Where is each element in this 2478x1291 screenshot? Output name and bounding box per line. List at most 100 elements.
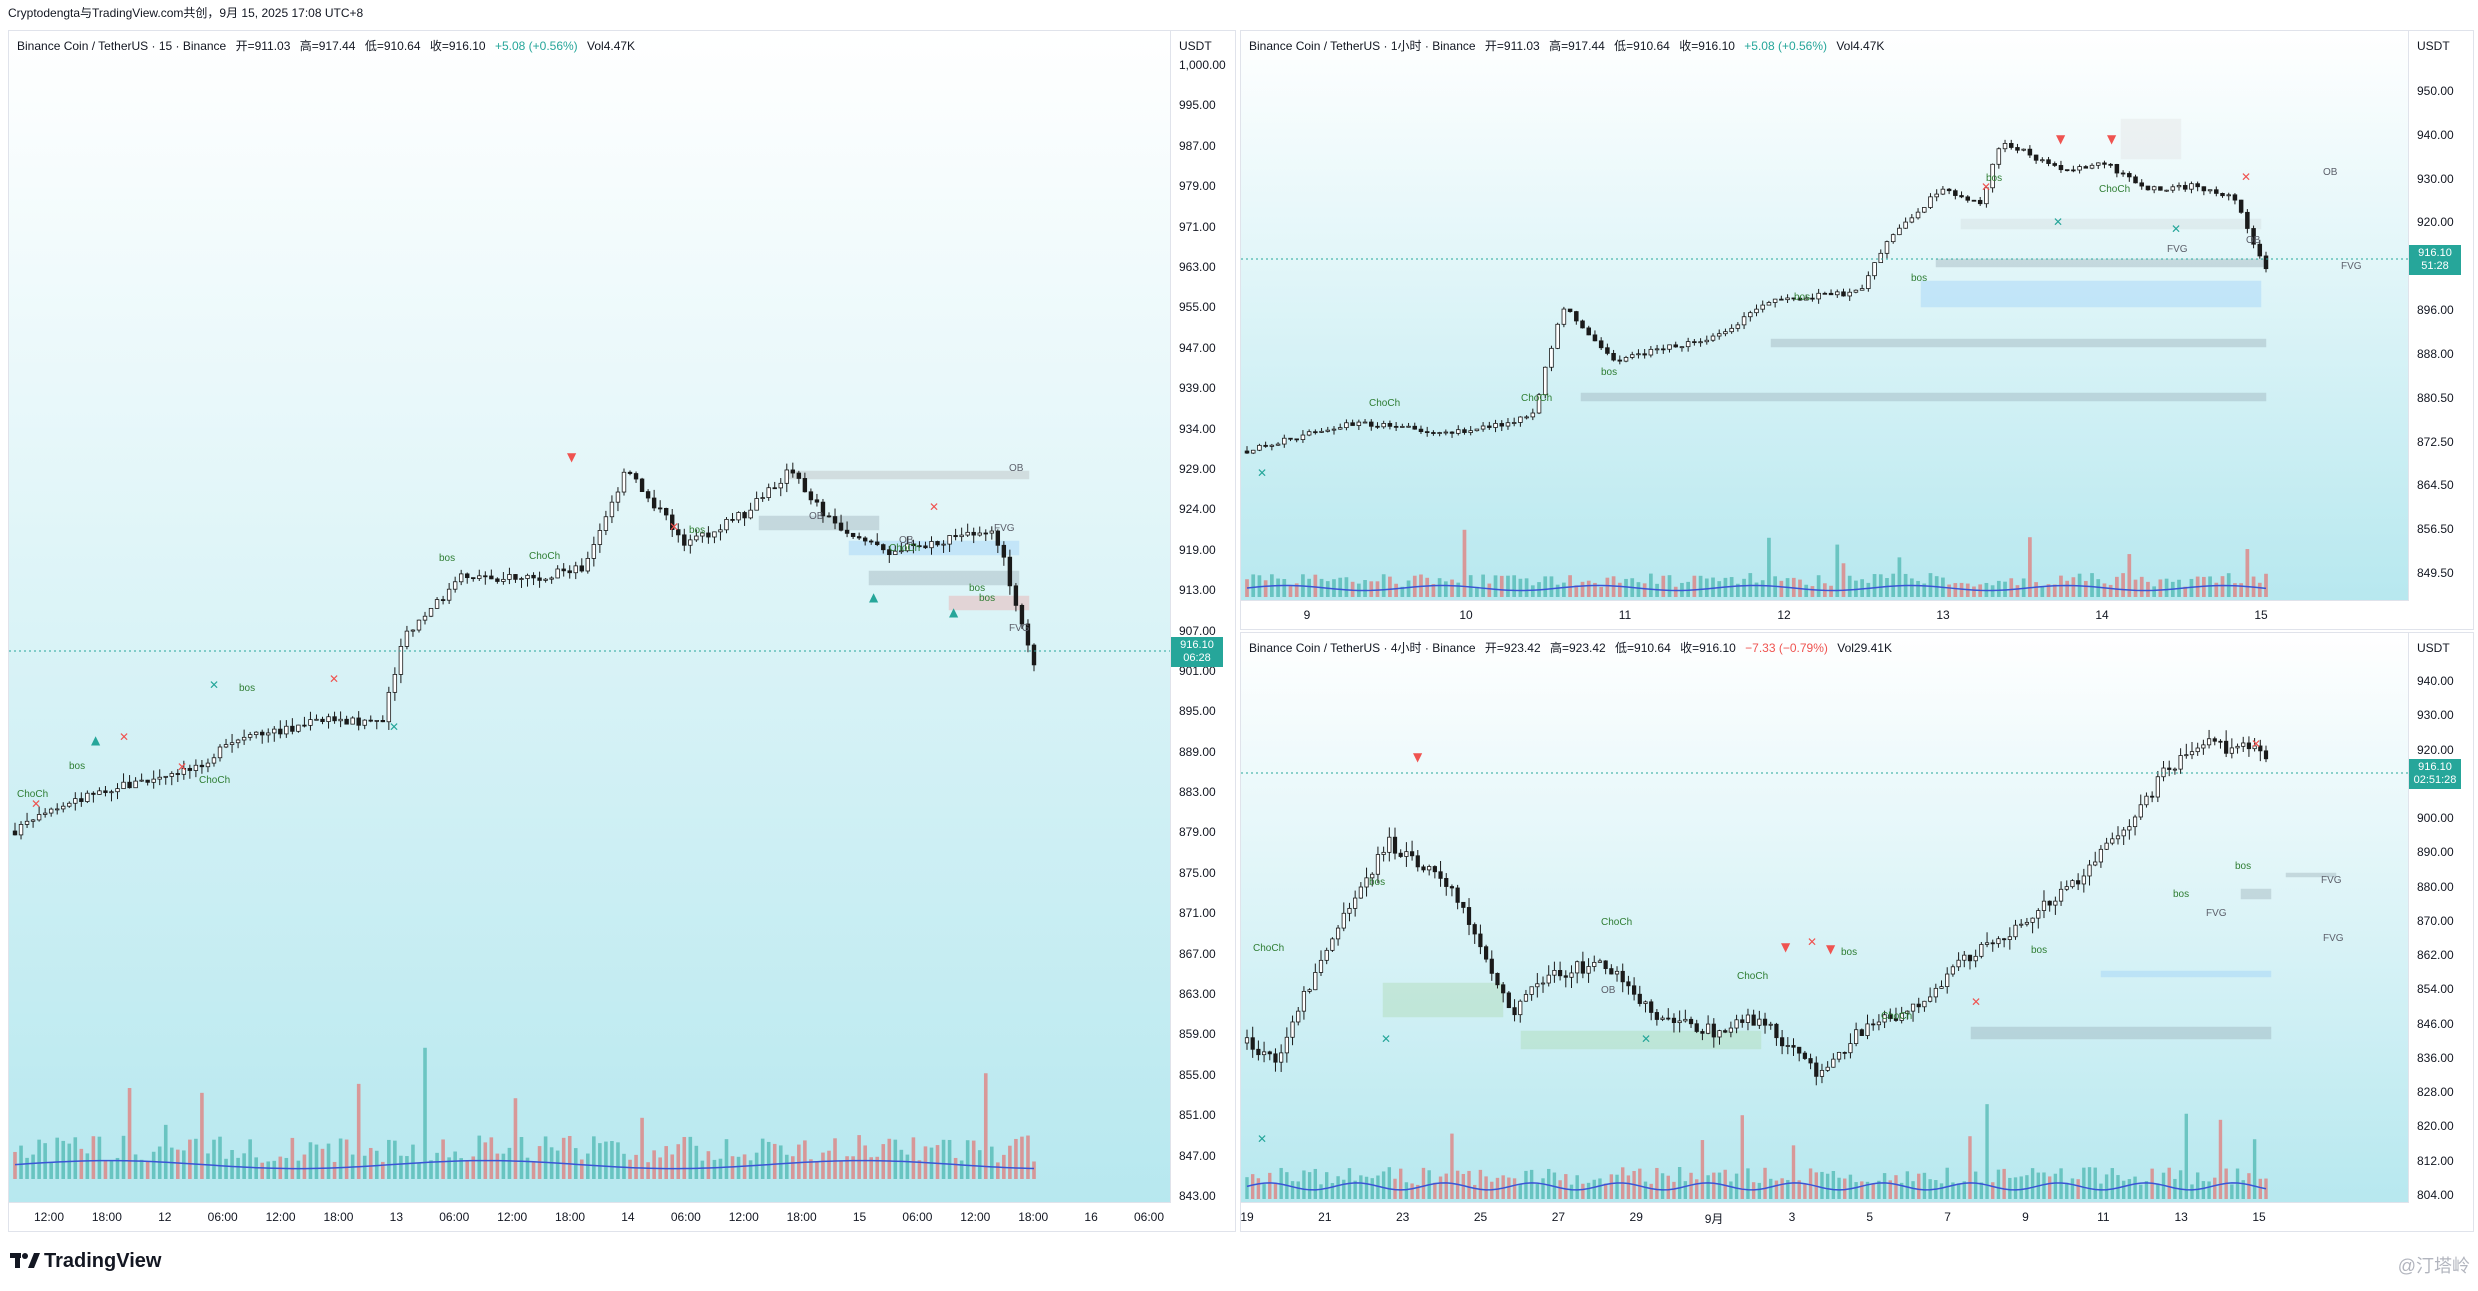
volume-bar <box>857 1135 861 1179</box>
candle-body <box>947 535 952 545</box>
volume-bar <box>1973 1171 1978 1199</box>
candle-body <box>700 532 705 537</box>
candle-body <box>1977 199 1983 205</box>
volume-bar <box>1438 1176 1443 1199</box>
candle-body <box>374 720 379 722</box>
legend-symbol[interactable]: Binance Coin / TetherUS · 1小时 · Binance <box>1249 39 1476 53</box>
legend-symbol[interactable]: Binance Coin / TetherUS · 15 · Binance <box>17 39 227 53</box>
candle-body <box>1990 942 1995 945</box>
volume-bar <box>1996 580 2001 597</box>
time-axis-1h[interactable]: 9 10 11 12 13 14 15 <box>1241 600 2409 629</box>
x-tick-label: 14 <box>621 1210 635 1224</box>
volume-bar <box>1763 1167 1767 1199</box>
candle-body <box>1558 970 1563 977</box>
volume-bar <box>1916 580 1920 597</box>
volume-bar <box>917 1160 922 1179</box>
volume-bar <box>266 1161 271 1179</box>
structure-label: FVG <box>994 523 1015 534</box>
volume-bar <box>2139 576 2144 597</box>
cross-signal-icon: ✕ <box>1381 1032 1391 1046</box>
candle-body <box>1319 430 1324 433</box>
candle-body <box>1797 1046 1802 1054</box>
candle-body <box>2246 742 2252 750</box>
x-tick-label: 12:00 <box>265 1210 296 1224</box>
candle-body <box>983 532 988 535</box>
volume-bar <box>1598 1178 1602 1199</box>
volume-bar <box>139 1159 144 1179</box>
price-axis-1h[interactable]: USDT 950.00940.00930.00920.00904.00896.0… <box>2408 31 2473 629</box>
volume-bar <box>1394 583 1398 597</box>
time-axis-4h[interactable]: 19 21 23 25 27 29 9月 3 5 7 9 11 13 15 <box>1241 1202 2409 1231</box>
candle-body <box>1654 1012 1659 1020</box>
y-tick-label: 875.00 <box>1179 865 1216 880</box>
candle-body <box>422 615 428 621</box>
price-axis-4h[interactable]: USDT 940.00930.00920.00910.00900.00890.0… <box>2408 633 2473 1231</box>
price-chart-4h[interactable]: ChoCh bos bos ChoCh ChoCh ChoCh bos bos bos FVG OB… <box>1241 633 2409 1203</box>
structure-label: bos <box>69 761 85 772</box>
volume-bar <box>1609 1174 1614 1199</box>
volume-bar <box>634 1154 638 1179</box>
volume-bar <box>1512 575 1517 597</box>
volume-bar <box>1624 578 1628 597</box>
chart-panel-1h[interactable]: Binance Coin / TetherUS · 1小时 · Binance … <box>1240 30 2474 630</box>
legend-symbol[interactable]: Binance Coin / TetherUS · 4小时 · Binance <box>1249 641 1476 655</box>
candle-body <box>326 716 331 722</box>
volume-bar <box>610 1141 614 1179</box>
candle-body <box>1535 983 1540 988</box>
candle-body <box>1393 425 1399 428</box>
time-axis-15m[interactable]: 12:00 18:00 12 06:00 12:00 18:00 13 06:00 12:00 1… <box>9 1202 1171 1231</box>
candle-body <box>549 577 554 580</box>
candle-body <box>1387 836 1392 853</box>
volume-bar <box>2208 576 2212 597</box>
structure-label: bos <box>1369 877 1385 888</box>
volume-bar <box>977 1150 982 1179</box>
candle-body <box>1449 886 1455 889</box>
price-chart-1h[interactable]: ChoCh ChoCh bos bos bos bos ChoCh FVG OB OB FVG ✕ ✕ ✕… <box>1241 31 2409 601</box>
structure-label: OB <box>2323 167 2338 178</box>
volume-bar <box>1507 1177 1511 1199</box>
volume-bar <box>2183 586 2188 597</box>
volume-bar <box>875 1156 880 1179</box>
candle-body <box>1897 227 1902 236</box>
candle-body <box>314 718 319 721</box>
candle-body <box>1768 1023 1773 1026</box>
volume-bar <box>1014 1138 1018 1179</box>
volume-bar <box>1956 1183 1961 1199</box>
volume-bar <box>2116 1175 2120 1199</box>
chart-panel-15m[interactable]: Binance Coin / TetherUS · 15 · Binance 开… <box>8 30 1236 1232</box>
volume-bar <box>49 1161 53 1179</box>
volume-bar <box>1529 1169 1534 1199</box>
legend-low: 低=910.64 <box>364 39 421 53</box>
candle-body <box>1984 187 1989 205</box>
volume-bar <box>393 1140 397 1179</box>
volume-bar <box>25 1157 29 1179</box>
volume-bar <box>1319 1184 1323 1199</box>
candlesticks <box>1244 139 2269 455</box>
candle-body <box>2182 185 2188 190</box>
volume-bar <box>2099 1183 2103 1199</box>
tradingview-logo[interactable]: TradingView <box>10 1250 161 1273</box>
volume-bar <box>1953 583 1958 597</box>
legend-high: 高=923.42 <box>1549 641 1606 655</box>
candle-body <box>1723 331 1728 335</box>
volume-bar <box>1406 580 1411 597</box>
x-tick-label: 5 <box>1866 1210 1874 1224</box>
volume-bar <box>1820 1171 1824 1199</box>
volume-bar <box>1968 1136 1972 1199</box>
candle-body <box>1250 449 1256 454</box>
volume-bar <box>911 1137 916 1179</box>
candle-body <box>42 812 48 815</box>
x-tick-label: 18:00 <box>323 1210 354 1224</box>
candle-body <box>802 478 808 493</box>
y-tick-label: 872.50 <box>2417 434 2454 449</box>
candle-body <box>875 541 880 546</box>
y-tick-label: 847.00 <box>1179 1148 1216 1163</box>
candle-body <box>1698 341 1703 344</box>
candle-body <box>1816 292 1821 300</box>
candle-body <box>1854 1029 1859 1044</box>
volume-bar <box>1695 1179 1699 1199</box>
price-axis-15m[interactable]: USDT 1,000.00 995.00 987.00 979.00 971.00 963… <box>1170 31 1235 1231</box>
volume-bar <box>1250 1174 1255 1199</box>
chart-panel-4h[interactable]: Binance Coin / TetherUS · 4小时 · Binance … <box>1240 632 2474 1232</box>
